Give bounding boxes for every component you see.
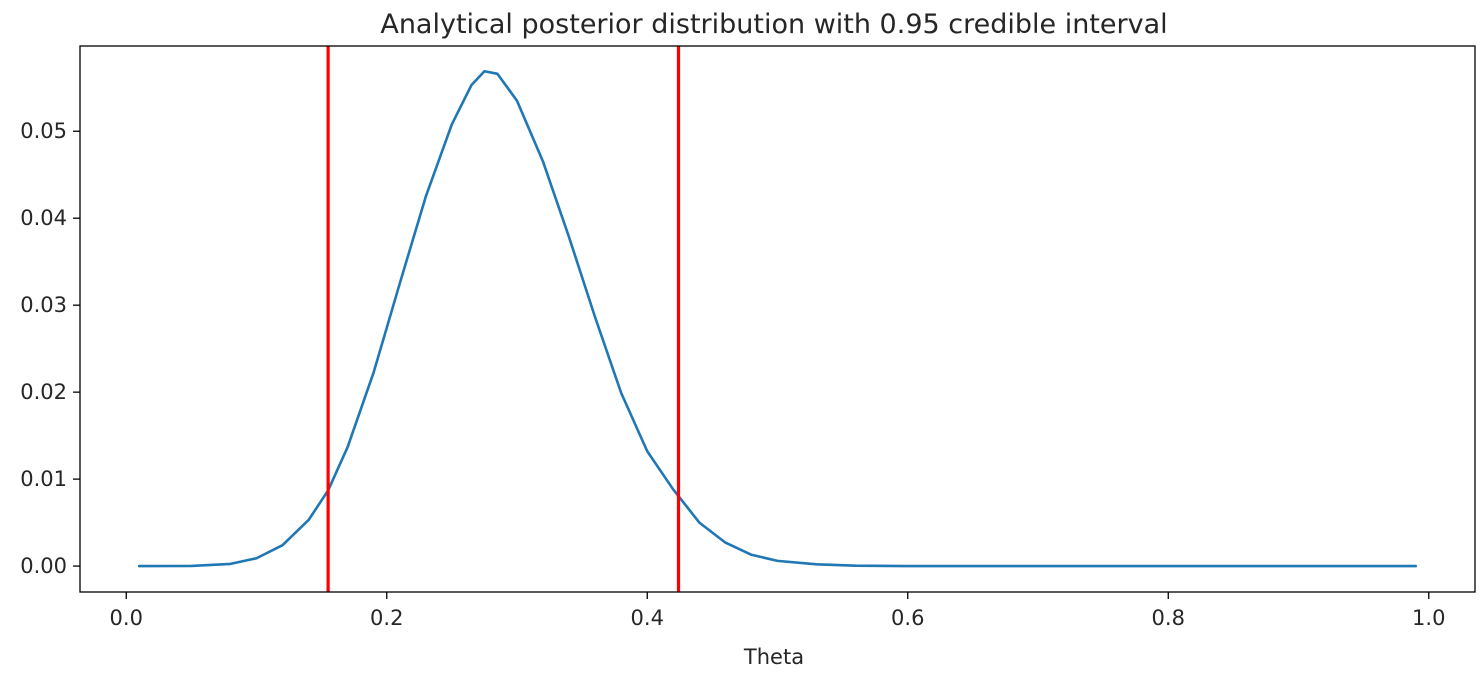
y-axis: 0.00 0.01 0.02 0.03 0.04 0.05 bbox=[20, 119, 80, 578]
x-tick-label: 0.6 bbox=[891, 606, 924, 630]
x-axis-label: Theta bbox=[743, 645, 804, 669]
x-tick-label: 0.0 bbox=[110, 606, 143, 630]
chart-title: Analytical posterior distribution with 0… bbox=[380, 9, 1167, 40]
x-tick-label: 0.2 bbox=[370, 606, 403, 630]
y-tick-label: 0.02 bbox=[20, 380, 67, 404]
y-tick-label: 0.05 bbox=[20, 119, 67, 143]
plot-area bbox=[79, 45, 1476, 593]
x-tick-label: 0.4 bbox=[631, 606, 664, 630]
series-line-0 bbox=[137, 69, 1418, 568]
x-axis: 0.0 0.2 0.4 0.6 0.8 1.0 bbox=[110, 592, 1445, 630]
y-tick-label: 0.03 bbox=[20, 293, 67, 317]
y-tick-label: 0.04 bbox=[20, 206, 67, 230]
y-tick-label: 0.01 bbox=[20, 467, 67, 491]
x-tick-label: 1.0 bbox=[1412, 606, 1445, 630]
x-tick-label: 0.8 bbox=[1152, 606, 1185, 630]
plot-frame bbox=[79, 45, 1476, 593]
y-tick-label: 0.00 bbox=[20, 554, 67, 578]
